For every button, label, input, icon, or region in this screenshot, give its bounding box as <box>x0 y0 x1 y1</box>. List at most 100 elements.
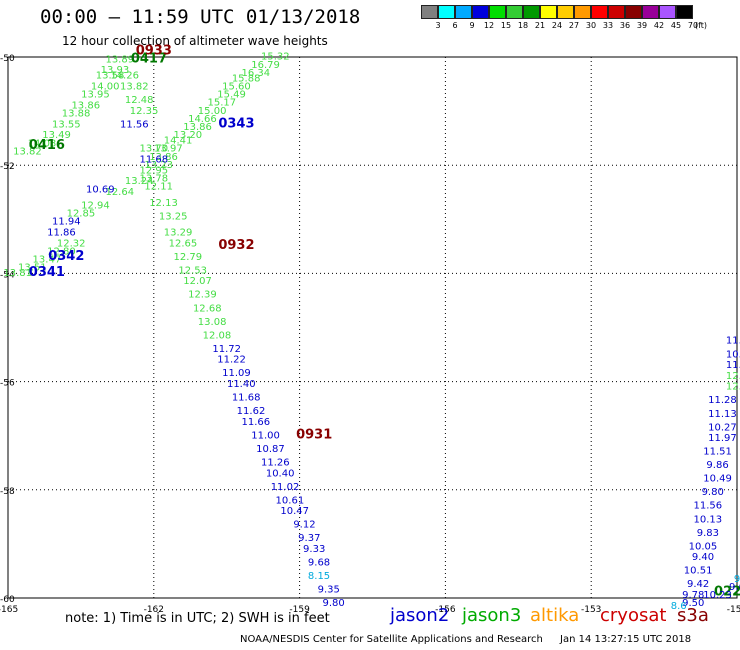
wave-height-label: 12.85 <box>67 209 96 220</box>
x-tick-label: -162 <box>144 605 164 615</box>
legend-note: note: 1) Time is in UTC; 2) SWH is in fe… <box>65 611 330 626</box>
wave-height-label: 11.02 <box>271 482 300 493</box>
wave-height-label: 11.62 <box>237 406 266 417</box>
x-tick-label: -159 <box>289 605 310 615</box>
colorbar-swatch <box>540 5 557 19</box>
wave-height-label: 11.2 <box>726 336 740 347</box>
pass-time-label: 0416 <box>29 138 65 153</box>
legend-item-cryosat: cryosat <box>600 605 667 626</box>
legend-item-s3a: s3a <box>677 605 709 626</box>
pass-time-label: 0931 <box>296 427 332 442</box>
wave-height-label: 10.40 <box>266 468 295 479</box>
wave-height-label: 12.07 <box>183 276 212 287</box>
colorbar-swatch <box>642 5 659 19</box>
wave-height-label: 11.09 <box>222 368 251 379</box>
colorbar-swatch <box>489 5 506 19</box>
legend-item-altika: altika <box>530 605 580 626</box>
colorbar-label: 18 <box>517 21 529 30</box>
colorbar-swatch <box>421 5 438 19</box>
wave-height-label: 15.00 <box>198 106 227 117</box>
colorbar-label: 6 <box>452 21 458 30</box>
colorbar-label: 45 <box>670 21 682 30</box>
wave-height-label: 15.49 <box>217 90 246 101</box>
x-tick-label: -165 <box>0 605 18 615</box>
wave-height-label: 13.47 <box>33 255 62 266</box>
wave-height-label: 11.28 <box>708 395 737 406</box>
wave-height-label: 9.83 <box>697 528 719 539</box>
colorbar-label: 36 <box>619 21 631 30</box>
wave-height-label: 12.64 <box>105 187 134 198</box>
wave-height-label: 13.82 <box>120 81 149 92</box>
wave-height-label: 11.13 <box>708 409 737 420</box>
wave-height-label: 9.6 <box>729 582 740 593</box>
wave-height-label: 11.86 <box>47 228 76 239</box>
wave-height-label: 9.12 <box>293 520 315 531</box>
wave-height-label: 11.94 <box>52 217 81 228</box>
wave-height-label: 16.34 <box>242 68 271 79</box>
colorbar-label: 27 <box>568 21 580 30</box>
wave-height-label: 13.70 <box>139 144 168 155</box>
wave-height-label: 14.66 <box>188 114 217 125</box>
footer-timestamp: Jan 14 13:27:15 UTC 2018 <box>560 634 692 645</box>
wave-height-label: 12.79 <box>173 252 202 263</box>
wave-height-label: 12.32 <box>57 238 86 249</box>
y-tick-label: -58 <box>0 487 15 497</box>
wave-height-label: 11.56 <box>694 501 723 512</box>
wave-height-label: 12.48 <box>125 95 154 106</box>
wave-height-label: 12.13 <box>149 198 178 209</box>
wave-height-label: 14.03 <box>28 138 57 149</box>
colorbar-swatch <box>591 5 608 19</box>
colorbar-label: 24 <box>551 21 563 30</box>
wave-height-label: 13.51 <box>18 263 47 274</box>
wave-height-label: 13.89 <box>105 54 134 65</box>
wave-height-label: 10.13 <box>694 514 723 525</box>
wave-height-label: 15.17 <box>208 98 237 109</box>
wave-height-label: 13.86 <box>149 152 178 163</box>
wave-height-label: 11.68 <box>232 393 261 404</box>
wave-height-label: 12.94 <box>81 200 110 211</box>
wave-height-label: 15.88 <box>232 73 261 84</box>
wave-height-label: 9.37 <box>298 533 320 544</box>
y-tick-label: -52 <box>0 162 15 172</box>
wave-height-label: 10.69 <box>86 184 115 195</box>
colorbar-label: 3 <box>435 21 441 30</box>
colorbar-swatch <box>506 5 523 19</box>
wave-height-label: 11.22 <box>217 355 246 366</box>
colorbar-swatch <box>574 5 591 19</box>
wave-height-label: 11.72 <box>212 344 241 355</box>
wave-height-label: 12.53 <box>178 265 207 276</box>
wave-height-label: 13.20 <box>173 130 202 141</box>
wave-height-label: 9.33 <box>303 544 325 555</box>
wave-height-label: 9.78 <box>682 590 704 601</box>
colorbar-label: 15 <box>500 21 512 30</box>
footer-credit: NOAA/NESDIS Center for Satellite Applica… <box>240 634 691 645</box>
wave-height-label: 12.2 <box>726 371 740 382</box>
wave-height-label: 13.55 <box>52 119 81 130</box>
pass-time-label: 0417 <box>131 51 167 66</box>
wave-height-label: 13.08 <box>198 317 227 328</box>
wave-height-label: 11.68 <box>139 154 168 165</box>
wave-height-label: 15.32 <box>261 52 290 63</box>
wave-height-label: 13.93 <box>101 65 130 76</box>
wave-height-label: 9.80 <box>702 487 724 498</box>
colorbar-swatch <box>472 5 489 19</box>
wave-height-label: 9.80 <box>322 598 344 609</box>
wave-height-label: 11.6 <box>726 360 740 371</box>
wave-height-label: 13.49 <box>42 130 71 141</box>
pass-time-label: 0933 <box>136 43 172 58</box>
wave-height-label: 13.86 <box>71 100 100 111</box>
colorbar-unit-label: (ft) <box>694 21 708 30</box>
x-tick-label: -150 <box>727 605 740 615</box>
wave-height-label: 9.40 <box>692 552 714 563</box>
y-tick-label: -56 <box>0 379 15 389</box>
colorbar-swatch <box>676 5 693 19</box>
wave-height-label: 13.24 <box>125 176 154 187</box>
wave-height-label: 9.86 <box>706 460 728 471</box>
wave-height-label: 9.68 <box>308 558 330 569</box>
wave-height-label: 11.51 <box>703 447 732 458</box>
colorbar-label: 21 <box>534 21 546 30</box>
wave-height-label: 10.61 <box>276 495 305 506</box>
wave-height-label: 10.47 <box>280 506 309 517</box>
